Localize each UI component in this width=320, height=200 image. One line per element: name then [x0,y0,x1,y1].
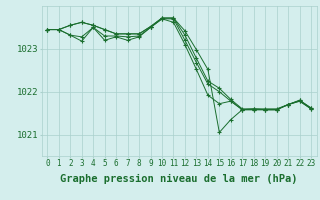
X-axis label: Graphe pression niveau de la mer (hPa): Graphe pression niveau de la mer (hPa) [60,174,298,184]
